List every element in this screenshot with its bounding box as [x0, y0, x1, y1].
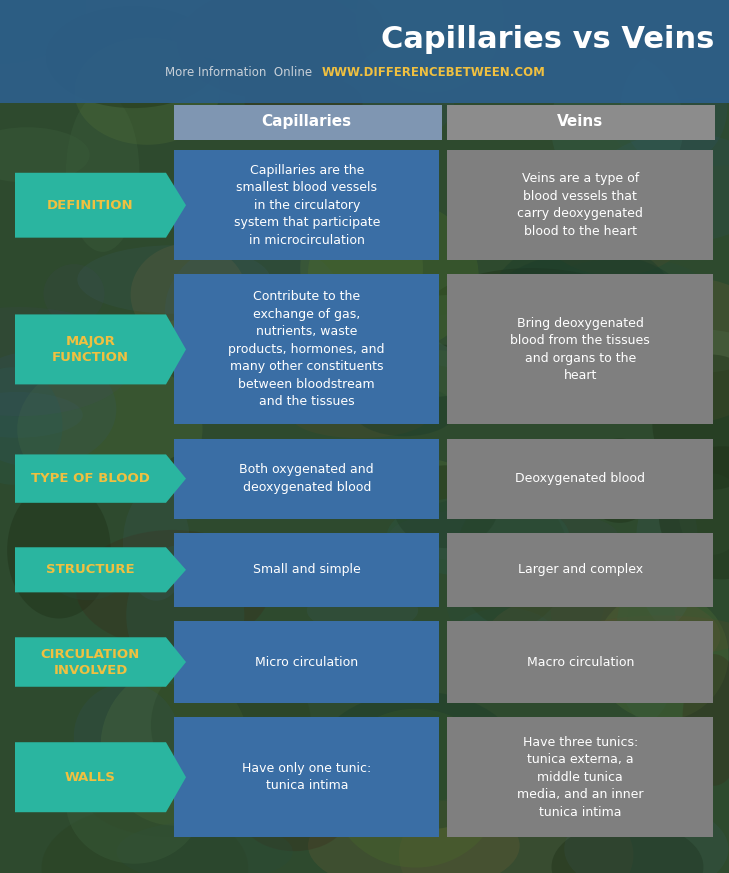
Ellipse shape: [556, 258, 698, 300]
Text: CIRCULATION
INVOLVED: CIRCULATION INVOLVED: [41, 648, 140, 677]
Ellipse shape: [330, 709, 501, 868]
Ellipse shape: [77, 245, 270, 313]
Ellipse shape: [0, 368, 63, 485]
FancyBboxPatch shape: [448, 438, 713, 519]
Ellipse shape: [292, 395, 429, 438]
Ellipse shape: [480, 251, 698, 388]
Ellipse shape: [539, 326, 729, 376]
Ellipse shape: [244, 74, 363, 129]
Ellipse shape: [456, 491, 569, 628]
Ellipse shape: [308, 199, 479, 353]
Ellipse shape: [300, 192, 423, 344]
Text: Macro circulation: Macro circulation: [526, 656, 634, 669]
Ellipse shape: [393, 310, 603, 371]
Ellipse shape: [151, 649, 311, 801]
Ellipse shape: [241, 781, 347, 851]
Ellipse shape: [394, 465, 498, 548]
Ellipse shape: [46, 6, 221, 108]
FancyBboxPatch shape: [0, 0, 729, 103]
Ellipse shape: [679, 473, 729, 555]
Text: MAJOR
FUNCTION: MAJOR FUNCTION: [52, 335, 129, 364]
FancyBboxPatch shape: [174, 533, 440, 607]
Text: Bring deoxygenated
blood from the tissues
and organs to the
heart: Bring deoxygenated blood from the tissue…: [510, 317, 650, 382]
Text: DEFINITION: DEFINITION: [47, 199, 134, 212]
Ellipse shape: [101, 667, 249, 826]
Text: STRUCTURE: STRUCTURE: [46, 563, 135, 576]
Ellipse shape: [307, 588, 418, 633]
Ellipse shape: [225, 0, 384, 73]
Polygon shape: [15, 173, 186, 237]
Text: Capillaries: Capillaries: [262, 114, 352, 129]
Ellipse shape: [652, 354, 729, 490]
Ellipse shape: [389, 507, 618, 564]
Ellipse shape: [487, 588, 720, 684]
Text: Larger and complex: Larger and complex: [518, 563, 643, 576]
Text: Have three tunics:
tunica externa, a
middle tunica
media, and an inner
tunica in: Have three tunics: tunica externa, a mid…: [517, 736, 644, 819]
Ellipse shape: [658, 446, 729, 580]
Ellipse shape: [550, 546, 628, 668]
Ellipse shape: [285, 349, 521, 398]
Ellipse shape: [595, 278, 729, 423]
Ellipse shape: [463, 285, 690, 403]
Polygon shape: [15, 314, 186, 384]
Ellipse shape: [170, 2, 393, 65]
Ellipse shape: [552, 821, 703, 873]
Ellipse shape: [123, 486, 190, 601]
Ellipse shape: [356, 0, 504, 93]
Text: TYPE OF BLOOD: TYPE OF BLOOD: [31, 472, 150, 485]
Ellipse shape: [76, 530, 270, 648]
Text: Deoxygenated blood: Deoxygenated blood: [515, 472, 645, 485]
Text: Small and simple: Small and simple: [253, 563, 361, 576]
Text: Both oxygenated and
deoxygenated blood: Both oxygenated and deoxygenated blood: [239, 464, 374, 494]
Ellipse shape: [0, 0, 86, 64]
Polygon shape: [15, 637, 186, 687]
Ellipse shape: [117, 821, 293, 873]
Ellipse shape: [130, 244, 246, 346]
Ellipse shape: [621, 47, 728, 167]
FancyBboxPatch shape: [448, 533, 713, 607]
Polygon shape: [15, 547, 186, 593]
Ellipse shape: [636, 474, 698, 626]
FancyBboxPatch shape: [174, 105, 442, 140]
Ellipse shape: [0, 307, 134, 416]
Ellipse shape: [383, 294, 539, 346]
Ellipse shape: [74, 684, 179, 789]
Polygon shape: [15, 742, 186, 812]
Text: Veins: Veins: [557, 114, 604, 129]
Text: Capillaries are the
smallest blood vessels
in the circulatory
system that partic: Capillaries are the smallest blood vesse…: [233, 164, 380, 247]
Ellipse shape: [44, 265, 104, 323]
Ellipse shape: [488, 237, 675, 374]
Ellipse shape: [7, 482, 111, 618]
Ellipse shape: [613, 98, 729, 166]
FancyBboxPatch shape: [448, 274, 713, 424]
Ellipse shape: [66, 741, 203, 863]
FancyBboxPatch shape: [174, 621, 440, 703]
Ellipse shape: [353, 385, 456, 436]
FancyBboxPatch shape: [174, 438, 440, 519]
Ellipse shape: [399, 785, 634, 873]
Text: Contribute to the
exchange of gas,
nutrients, waste
products, hormones, and
many: Contribute to the exchange of gas, nutri…: [228, 291, 385, 409]
Ellipse shape: [0, 351, 117, 467]
FancyBboxPatch shape: [448, 105, 715, 140]
Text: More Information  Online: More Information Online: [165, 65, 320, 79]
Ellipse shape: [165, 238, 346, 382]
Text: Veins are a type of
blood vessels that
carry deoxygenated
blood to the heart: Veins are a type of blood vessels that c…: [518, 173, 643, 238]
Ellipse shape: [551, 52, 684, 199]
Ellipse shape: [149, 319, 224, 360]
Ellipse shape: [315, 691, 521, 830]
Ellipse shape: [126, 544, 244, 686]
Ellipse shape: [0, 392, 83, 437]
Polygon shape: [15, 455, 186, 503]
Ellipse shape: [615, 569, 678, 721]
FancyBboxPatch shape: [174, 718, 440, 837]
Ellipse shape: [17, 358, 203, 501]
Text: Have only one tunic:
tunica intima: Have only one tunic: tunica intima: [242, 762, 371, 793]
Ellipse shape: [682, 654, 729, 786]
Ellipse shape: [581, 438, 658, 523]
FancyBboxPatch shape: [174, 150, 440, 260]
Ellipse shape: [50, 549, 126, 601]
Ellipse shape: [537, 165, 694, 276]
Ellipse shape: [360, 65, 454, 139]
Text: WWW.DIFFERENCEBETWEEN.COM: WWW.DIFFERENCEBETWEEN.COM: [322, 65, 546, 79]
